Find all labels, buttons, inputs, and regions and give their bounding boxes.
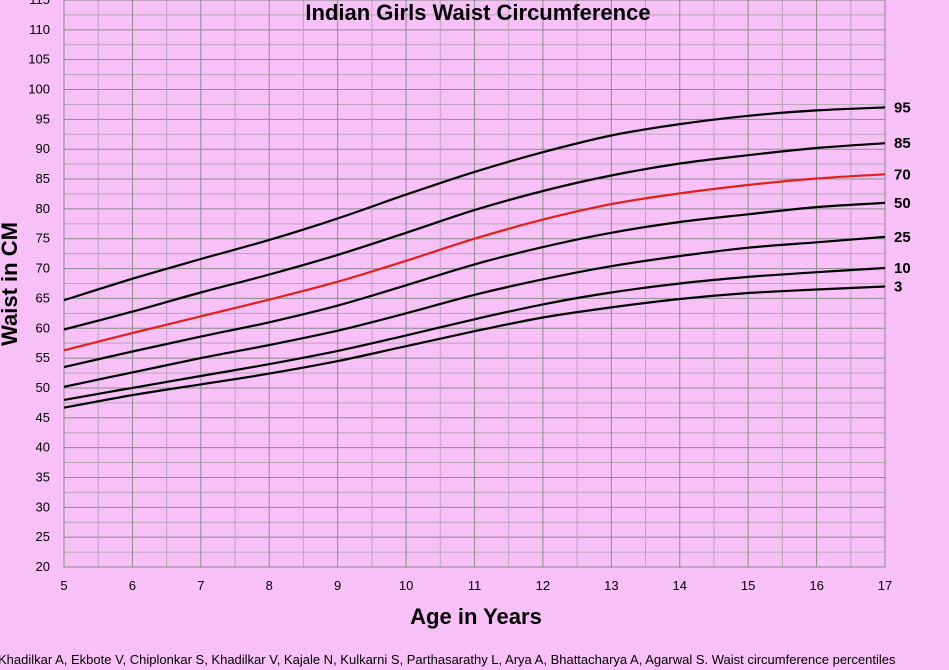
percentile-label-p50: 50 [894, 195, 911, 212]
chart-title: Indian Girls Waist Circumference [305, 0, 650, 25]
y-tick-label: 55 [36, 350, 50, 365]
x-axis-ticks: 5 6 7 8 9 10 11 12 13 14 15 16 17 [60, 578, 892, 593]
y-tick-label: 20 [36, 559, 50, 574]
y-tick-label: 30 [36, 499, 50, 514]
x-tick-label: 8 [266, 578, 273, 593]
x-tick-label: 12 [536, 578, 550, 593]
y-axis-label: Waist in CM [0, 222, 22, 346]
y-tick-label: 25 [36, 529, 50, 544]
series-group [63, 106, 886, 409]
percentile-label-p70: 70 [894, 166, 911, 183]
x-tick-label: 9 [334, 578, 341, 593]
y-tick-label: 35 [36, 469, 50, 484]
y-tick-label: 50 [36, 380, 50, 395]
grid [63, 0, 886, 568]
percentile-label-p10: 10 [894, 260, 911, 277]
x-tick-label: 17 [878, 578, 892, 593]
y-tick-label: 85 [36, 171, 50, 186]
percentile-label-p3: 3 [894, 278, 902, 295]
percentile-labels: 95 85 70 50 25 103 [894, 99, 911, 295]
y-tick-label: 110 [29, 22, 50, 37]
plot-area-border [63, 0, 886, 568]
y-tick-label: 60 [36, 320, 50, 335]
series-line-p50 [63, 201, 886, 369]
series-line-p3 [63, 285, 886, 409]
y-tick-label: 65 [36, 290, 50, 305]
y-tick-label: 90 [36, 141, 50, 156]
x-tick-label: 11 [468, 578, 482, 593]
percentile-label-p95: 95 [894, 99, 911, 116]
y-tick-label: 115 [29, 0, 50, 7]
y-tick-label: 80 [36, 201, 50, 216]
series-line-p85 [63, 142, 886, 331]
x-tick-label: 15 [741, 578, 755, 593]
y-tick-label: 40 [36, 440, 50, 455]
y-tick-label: 70 [36, 261, 50, 276]
x-axis-label: Age in Years [410, 604, 542, 629]
x-tick-label: 14 [673, 578, 687, 593]
percentile-label-p85: 85 [894, 135, 911, 152]
x-tick-label: 6 [129, 578, 136, 593]
x-tick-label: 5 [60, 578, 67, 593]
citation-text: Khadilkar A, Ekbote V, Chiplonkar S, Kha… [0, 652, 896, 667]
y-tick-label: 75 [36, 231, 50, 246]
x-tick-label: 10 [399, 578, 413, 593]
percentile-label-p25: 25 [894, 229, 911, 246]
x-tick-label: 7 [197, 578, 204, 593]
y-axis-ticks: 20 25 30 35 40 45 50 55 60 65 70 75 80 85 90 95 100 105 11… [28, 0, 50, 574]
y-tick-label: 95 [36, 111, 50, 126]
y-tick-label: 100 [28, 82, 50, 97]
series-line-p70 [63, 173, 886, 352]
y-tick-label: 105 [28, 52, 50, 67]
y-tick-label: 45 [36, 410, 50, 425]
x-tick-label: 13 [604, 578, 618, 593]
series-line-p95 [63, 106, 886, 302]
series-line-p25 [63, 235, 886, 388]
x-tick-label: 16 [809, 578, 823, 593]
series-line-p10 [63, 266, 886, 401]
